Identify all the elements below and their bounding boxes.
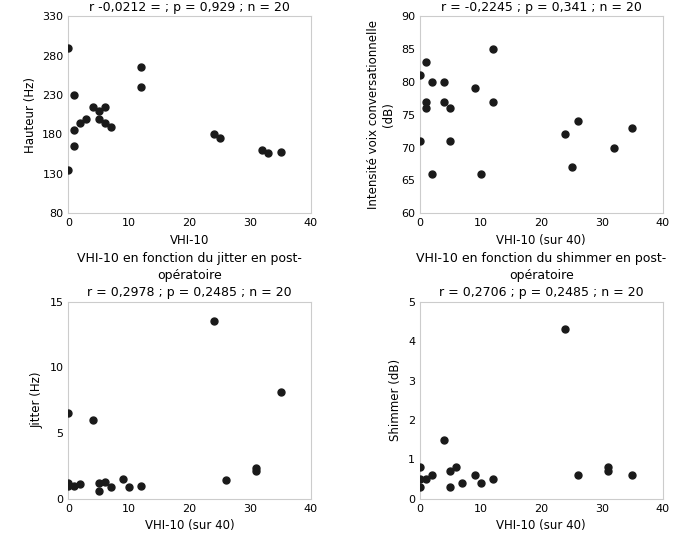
Point	[93, 486, 104, 495]
Point	[275, 147, 286, 156]
Point	[81, 114, 92, 123]
Point	[105, 482, 116, 491]
X-axis label: VHI-10 (sur 40): VHI-10 (sur 40)	[145, 519, 234, 532]
Point	[445, 137, 456, 145]
Point	[560, 130, 571, 139]
Point	[136, 83, 147, 92]
Point	[87, 416, 98, 424]
Point	[445, 104, 456, 113]
Point	[421, 104, 432, 113]
Point	[69, 481, 80, 490]
Point	[602, 463, 613, 472]
Point	[421, 475, 432, 483]
Point	[208, 130, 219, 139]
Point	[63, 43, 74, 52]
Point	[75, 118, 86, 127]
Point	[487, 45, 498, 54]
Point	[609, 143, 619, 152]
Point	[457, 479, 468, 487]
Point	[208, 317, 219, 326]
Point	[427, 78, 438, 86]
Point	[469, 470, 480, 479]
Y-axis label: Shimmer (dB): Shimmer (dB)	[389, 359, 402, 441]
Point	[275, 388, 286, 397]
Point	[136, 481, 147, 490]
Y-axis label: Jitter (Hz): Jitter (Hz)	[31, 372, 44, 428]
X-axis label: VHI-10 (sur 40): VHI-10 (sur 40)	[497, 234, 586, 247]
Point	[93, 106, 104, 115]
Point	[93, 479, 104, 487]
Point	[415, 137, 426, 145]
Point	[63, 481, 74, 490]
Point	[99, 102, 110, 111]
Point	[99, 478, 110, 486]
Y-axis label: Hauteur (Hz): Hauteur (Hz)	[24, 77, 37, 153]
Point	[445, 482, 456, 491]
Point	[75, 480, 86, 488]
Point	[87, 102, 98, 111]
Point	[117, 475, 128, 483]
Point	[487, 97, 498, 106]
Point	[438, 78, 449, 86]
Point	[105, 122, 116, 131]
Point	[572, 117, 583, 126]
Point	[602, 467, 613, 475]
Title: VHI-10 en fonction du jitter en post-
opératoire
r = 0,2978 ; p = 0,2485 ; n = 2: VHI-10 en fonction du jitter en post- op…	[77, 252, 302, 299]
Point	[63, 409, 74, 418]
Point	[627, 124, 638, 132]
Point	[214, 134, 225, 143]
Point	[69, 126, 80, 135]
Point	[257, 146, 268, 154]
X-axis label: VHI-10: VHI-10	[170, 234, 209, 247]
Point	[63, 165, 74, 174]
Point	[445, 467, 456, 475]
Point	[136, 63, 147, 72]
Point	[415, 482, 426, 491]
Point	[93, 114, 104, 123]
Point	[566, 163, 577, 172]
Point	[415, 71, 426, 80]
Point	[221, 476, 232, 485]
Point	[475, 170, 486, 178]
Title: VHI-10 en fonction du shimmer en post-
opératoire
r = 0,2706 ; p = 0,2485 ; n = : VHI-10 en fonction du shimmer en post- o…	[416, 252, 667, 299]
Point	[63, 479, 74, 487]
Point	[251, 467, 262, 475]
Y-axis label: Intensité voix conversationnelle
(dB): Intensité voix conversationnelle (dB)	[367, 20, 395, 209]
Point	[421, 58, 432, 67]
Point	[69, 91, 80, 99]
Point	[415, 463, 426, 472]
Point	[421, 97, 432, 106]
Point	[487, 475, 498, 483]
Point	[438, 97, 449, 106]
Point	[69, 142, 80, 151]
Point	[124, 482, 135, 491]
X-axis label: VHI-10 (sur 40): VHI-10 (sur 40)	[497, 519, 586, 532]
Point	[560, 325, 571, 334]
Point	[263, 148, 274, 157]
Title: VHI-10 en fonction de l'intensité de la voix
conversationnelle en post-opératoir: VHI-10 en fonction de l'intensité de la …	[408, 0, 675, 14]
Point	[572, 470, 583, 479]
Point	[427, 170, 438, 178]
Point	[469, 84, 480, 93]
Title: VHI-10 en fonction de la hauteur en
post-opératoire
r -0,0212 = ; p = 0,929 ; n : VHI-10 en fonction de la hauteur en post…	[77, 0, 302, 14]
Point	[438, 435, 449, 444]
Point	[627, 470, 638, 479]
Point	[251, 464, 262, 473]
Point	[99, 118, 110, 127]
Point	[427, 470, 438, 479]
Point	[451, 463, 462, 472]
Point	[415, 475, 426, 483]
Point	[475, 479, 486, 487]
